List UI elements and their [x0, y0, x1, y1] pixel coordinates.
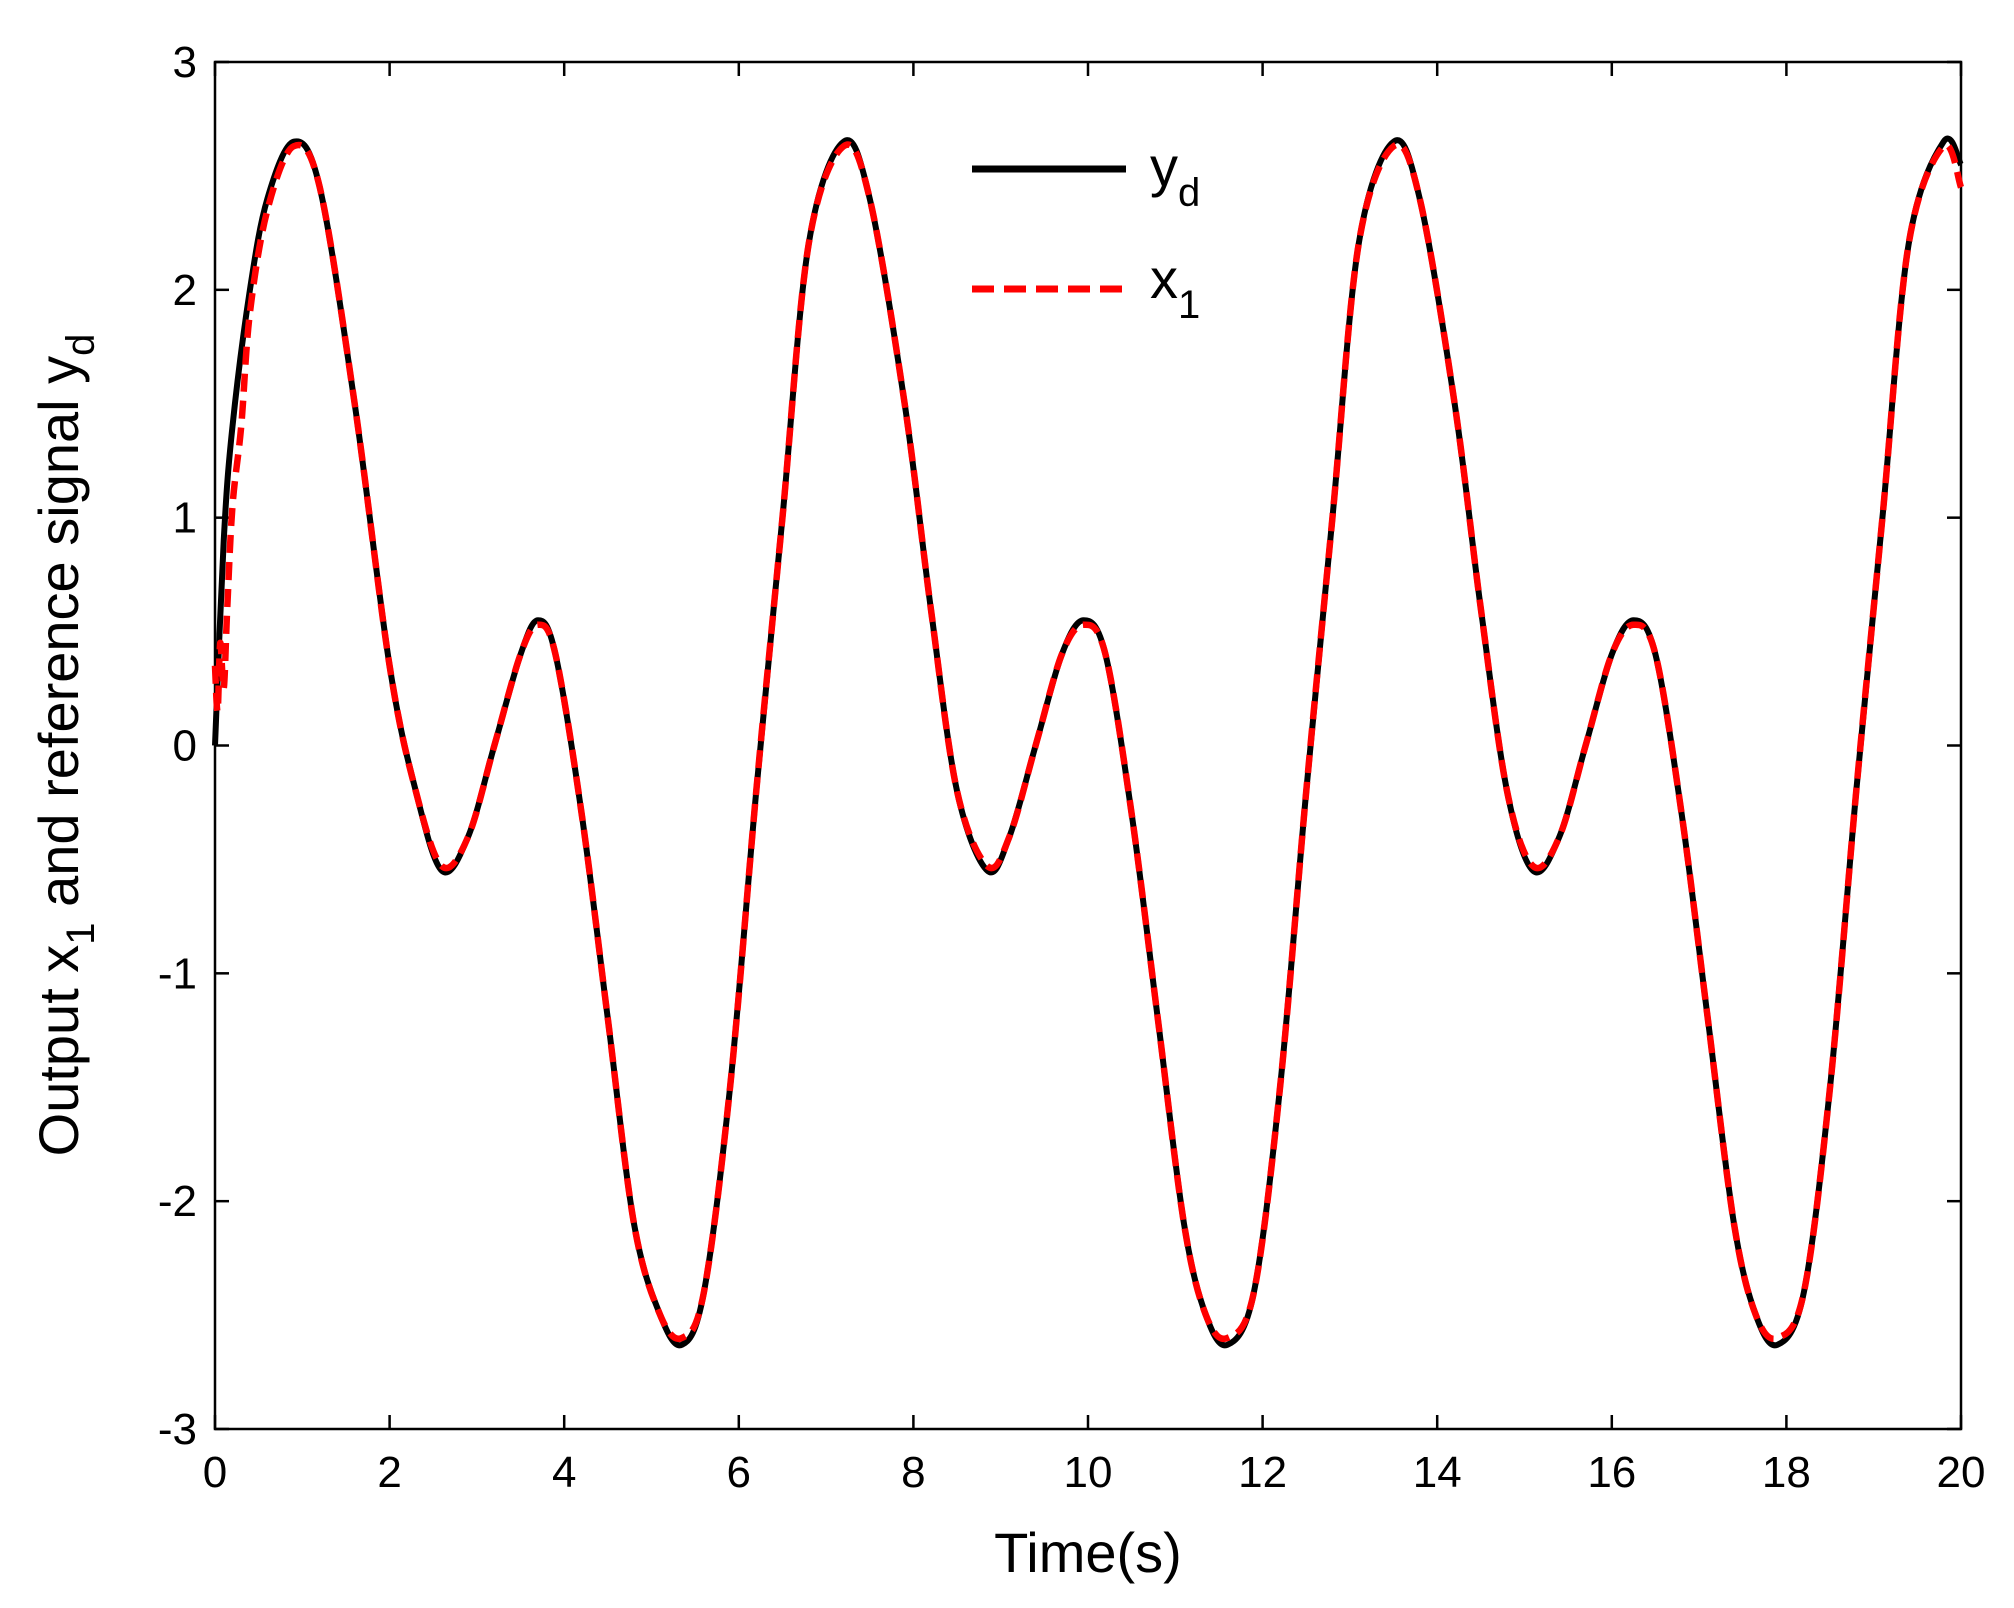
y-axis-label-sub2: d	[59, 334, 103, 356]
legend-label-x1: x1	[1150, 247, 1200, 327]
legend-label-yd-name: y	[1150, 135, 1178, 198]
y-tick-label: -2	[158, 1177, 197, 1226]
series-line-x1	[211, 141, 1965, 1343]
x-axis-label: Time(s)	[994, 1521, 1182, 1584]
legend-label-yd-sub: d	[1178, 171, 1200, 215]
x-tick-label: 10	[1064, 1448, 1113, 1497]
x-tick-label: 0	[203, 1448, 227, 1497]
y-tick-label: -1	[158, 949, 197, 998]
plot-area	[213, 60, 1963, 1431]
legend-label-x1-sub: 1	[1178, 283, 1200, 327]
axis-ticks	[213, 60, 1963, 1431]
x-tick-label: 2	[377, 1448, 401, 1497]
x-tick-label: 16	[1587, 1448, 1636, 1497]
y-axis-label-sub1: 1	[59, 922, 103, 944]
legend-label-x1-name: x	[1150, 247, 1178, 310]
y-axis-label: Output x1 and reference signal yd	[27, 334, 103, 1157]
y-tick-label: 0	[173, 722, 197, 771]
x-tick-label: 18	[1762, 1448, 1811, 1497]
x-tick-label: 20	[1937, 1448, 1986, 1497]
x-tick-label: 4	[552, 1448, 576, 1497]
y-tick-label: 3	[173, 38, 197, 87]
series-layer	[211, 135, 1965, 1349]
y-axis-label-prefix: Output x	[27, 945, 90, 1157]
legend: yd x1	[972, 135, 1200, 327]
y-tick-label: 2	[173, 266, 197, 315]
x-tick-label: 8	[901, 1448, 925, 1497]
x-tick-label: 6	[727, 1448, 751, 1497]
y-tick-label: 1	[173, 494, 197, 543]
x-tick-label: 12	[1238, 1448, 1287, 1497]
y-axis-label-middle: and reference signal y	[27, 356, 90, 923]
y-tick-label: -3	[158, 1405, 197, 1454]
legend-label-yd: yd	[1150, 135, 1200, 215]
x-tick-label: 14	[1413, 1448, 1462, 1497]
